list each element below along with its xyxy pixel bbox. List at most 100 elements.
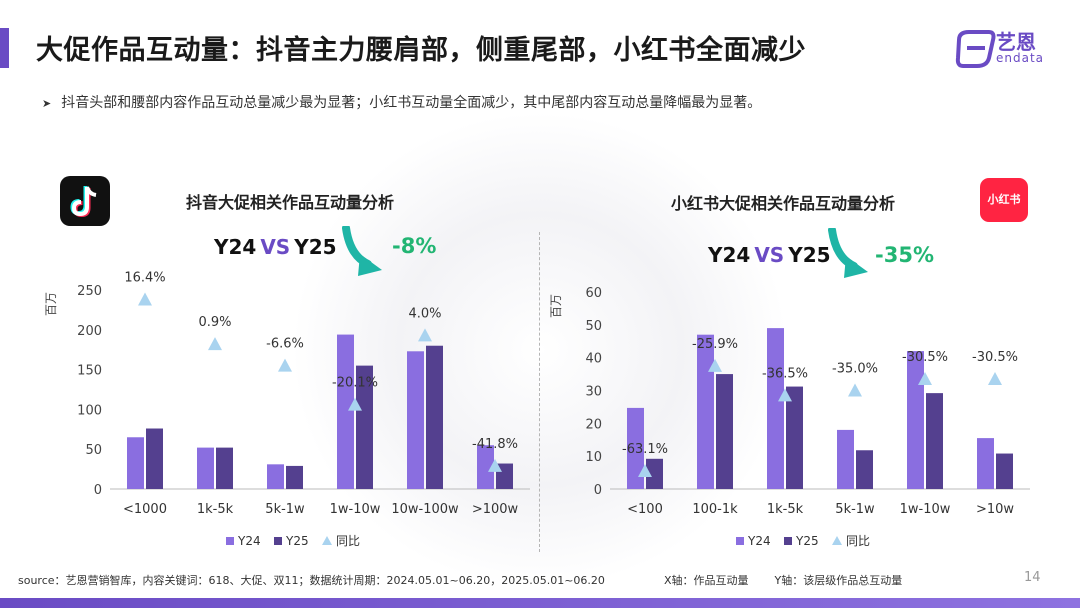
x-tick-label: 1k-5k xyxy=(767,502,804,517)
y-tick-label: 50 xyxy=(85,443,102,458)
yoy-marker xyxy=(348,397,362,411)
douyin-down-arrow-icon xyxy=(342,226,382,276)
bottom-accent-bar xyxy=(0,598,1080,608)
footer-source: source：艺恩营销智库，内容关键词：618、大促、双11；数据统计周期：20… xyxy=(18,574,605,587)
yoy-marker xyxy=(918,372,932,386)
yoy-label: -30.5% xyxy=(902,350,948,365)
bar-y24 xyxy=(337,334,354,489)
bar-y24 xyxy=(907,351,924,489)
douyin-vs-right: Y25 xyxy=(294,235,337,259)
bar-y24 xyxy=(197,447,214,489)
bar-y25 xyxy=(786,386,803,489)
legend-label-yoy: 同比 xyxy=(336,534,360,548)
y-axis-note: Y轴：该层级作品总互动量 xyxy=(774,574,903,587)
bar-y24 xyxy=(767,328,784,489)
x-tick-label: 5k-1w xyxy=(265,502,305,517)
douyin-vs-mid: VS xyxy=(260,235,291,259)
legend-label-yoy: 同比 xyxy=(846,534,870,548)
y-tick-label: 50 xyxy=(585,319,602,334)
y-tick-label: 0 xyxy=(94,483,102,498)
douyin-change-percent: -8% xyxy=(392,234,437,258)
xhs-bar-chart: 百万 0 10 20 30 40 50 60 <100 -63.1% 100-1k -25.9% 1k-… xyxy=(549,286,1030,548)
legend-label-y24: Y24 xyxy=(237,534,261,548)
y-axis-label: 百万 xyxy=(549,294,563,318)
y-tick-label: 20 xyxy=(585,417,602,432)
yoy-marker xyxy=(708,358,722,372)
yoy-marker xyxy=(488,458,502,472)
yoy-label: -35.0% xyxy=(832,362,878,377)
legend-label-y25: Y25 xyxy=(795,534,819,548)
x-tick-label: 100-1k xyxy=(692,502,738,517)
page-number: 14 xyxy=(1024,570,1041,585)
xhs-vs-mid: VS xyxy=(754,243,785,267)
bar-y25 xyxy=(856,450,873,489)
bar-y24 xyxy=(697,334,714,489)
xhs-down-arrow-icon xyxy=(828,228,868,278)
yoy-label: -36.5% xyxy=(762,366,808,381)
summary-bullet: ➤ 抖音头部和腰部内容作品互动总量减少最为显著；小红书互动量全面减少，其中尾部内容… xyxy=(42,92,761,112)
bar-y24 xyxy=(127,437,144,489)
xhs-chart-title: 小红书大促相关作品互动量分析 xyxy=(671,194,896,213)
legend-swatch-y25 xyxy=(274,537,282,545)
chart-divider xyxy=(539,232,540,552)
y-tick-label: 10 xyxy=(585,450,602,465)
y-tick-label: 100 xyxy=(77,403,102,418)
douyin-vs-label: Y24 VS Y25 xyxy=(214,235,337,259)
xhs-change-percent: -35% xyxy=(875,243,934,267)
logo-subtext: endata xyxy=(996,51,1045,65)
x-tick-label: 1w-10w xyxy=(330,502,381,517)
yoy-label: -20.1% xyxy=(332,376,378,391)
yoy-marker xyxy=(208,337,222,351)
yoy-marker xyxy=(418,328,432,342)
yoy-marker xyxy=(848,383,862,397)
bar-y25 xyxy=(716,374,733,489)
xhs-vs-right: Y25 xyxy=(788,243,831,267)
y-tick-label: 40 xyxy=(585,352,602,367)
x-tick-label: >10w xyxy=(976,502,1014,517)
yoy-marker xyxy=(138,292,152,306)
yoy-marker xyxy=(778,388,792,402)
endata-logo-icon xyxy=(955,30,996,68)
x-tick-label: <1000 xyxy=(123,502,167,517)
bar-y25 xyxy=(356,365,373,489)
logo-text: 艺恩 xyxy=(996,30,1036,54)
bar-y25 xyxy=(646,458,663,489)
yoy-marker xyxy=(278,358,292,372)
x-tick-label: 1k-5k xyxy=(197,502,234,517)
x-tick-label: 1w-10w xyxy=(900,502,951,517)
legend-swatch-yoy xyxy=(322,536,332,545)
bar-y24 xyxy=(837,429,854,489)
x-tick-label: <100 xyxy=(627,502,663,517)
x-tick-label: >100w xyxy=(472,502,519,517)
y-tick-label: 150 xyxy=(77,364,102,379)
y-tick-label: 250 xyxy=(77,284,102,299)
bar-y24 xyxy=(477,445,494,489)
yoy-label: -6.6% xyxy=(266,337,304,352)
bar-y25 xyxy=(996,453,1013,489)
legend-label-y24: Y24 xyxy=(747,534,771,548)
summary-text: 抖音头部和腰部内容作品互动总量减少最为显著；小红书互动量全面减少，其中尾部内容互… xyxy=(61,95,762,111)
y-axis-label: 百万 xyxy=(44,292,58,316)
bar-y24 xyxy=(627,407,644,489)
title-accent-bar xyxy=(0,28,9,68)
douyin-bar-chart: 百万 0 50 100 150 200 250 <1000 16.4% 1k-5k 0.9% 5k-1… xyxy=(44,271,530,548)
page-title: 大促作品互动量：抖音主力腰肩部，侧重尾部，小红书全面减少 xyxy=(36,35,806,66)
y-tick-label: 30 xyxy=(585,385,602,400)
bullet-arrow-icon: ➤ xyxy=(42,97,52,110)
yoy-label: -41.8% xyxy=(472,437,518,452)
y-tick-label: 200 xyxy=(77,324,102,339)
yoy-marker xyxy=(988,372,1002,386)
yoy-label: -25.9% xyxy=(692,337,738,352)
bar-y25 xyxy=(286,465,303,489)
legend-label-y25: Y25 xyxy=(285,534,309,548)
xiaohongshu-logo-icon: 小红书 xyxy=(980,178,1028,222)
bar-y24 xyxy=(977,438,994,489)
footer-axis-notes: X轴：作品互动量 Y轴：该层级作品总互动量 xyxy=(664,572,928,588)
y-tick-label: 0 xyxy=(594,483,602,498)
tiktok-logo-icon xyxy=(60,176,110,226)
yoy-label: -30.5% xyxy=(972,350,1018,365)
bar-y24 xyxy=(267,464,284,489)
bar-y25 xyxy=(926,393,943,489)
bar-y25 xyxy=(426,345,443,489)
y-tick-label: 60 xyxy=(585,286,602,301)
